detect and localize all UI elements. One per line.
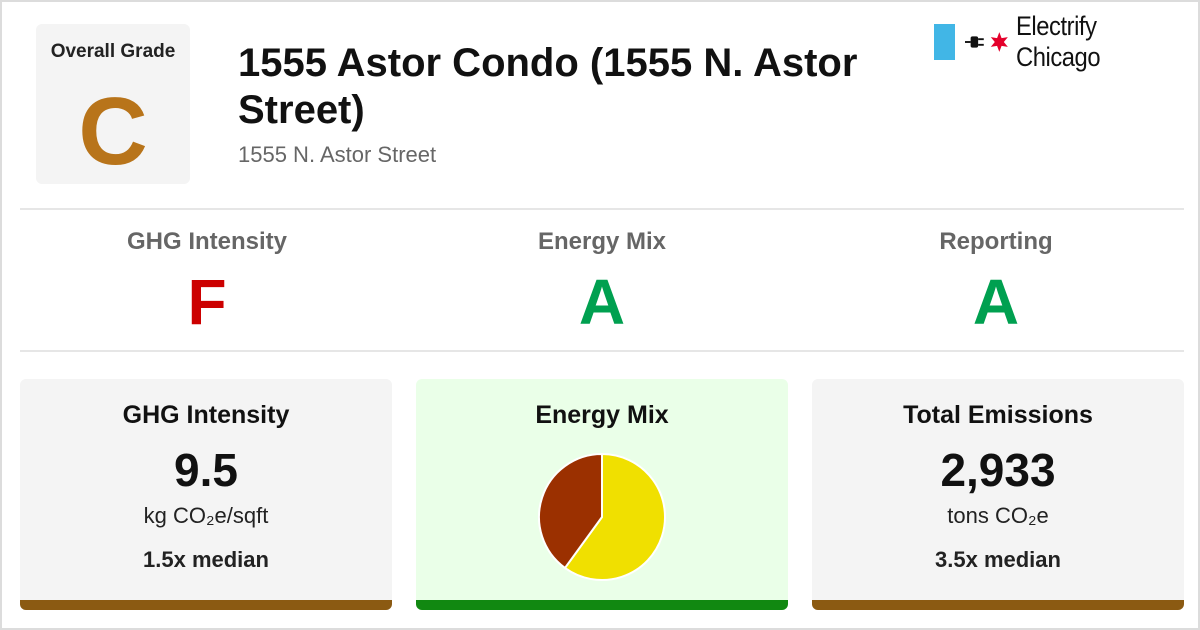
ghg-intensity-median: 1.5x median [143, 547, 269, 572]
energy-mix-card-title: Energy Mix [535, 401, 669, 429]
total-emissions-unit: tons CO₂e [947, 503, 1049, 528]
building-title: 1555 Astor Condo (1555 N. Astor Street) [238, 41, 858, 132]
electrify-chicago-logo: Electrify Chicago [934, 11, 1198, 72]
plug-icon [964, 36, 984, 48]
total-emissions-card-title: Total Emissions [903, 401, 1093, 429]
ghg-intensity-card-bar [20, 600, 392, 610]
pie-slice-0 [563, 452, 666, 581]
building-address: 1555 N. Astor Street [238, 142, 437, 167]
overall-grade-box: Overall Grade C [36, 24, 190, 184]
grade-ghg-intensity-letter: F [187, 266, 227, 338]
grade-energy-mix-letter: A [578, 266, 626, 338]
total-emissions-card-bar [812, 600, 1184, 610]
ghg-intensity-value: 9.5 [174, 444, 238, 496]
grade-ghg-intensity-label: GHG Intensity [126, 228, 288, 255]
energy-mix-card: Energy Mix [416, 379, 788, 610]
chicago-star-icon [991, 32, 1009, 52]
divider-middle [20, 350, 1184, 352]
ghg-intensity-card-title: GHG Intensity [122, 401, 290, 429]
grade-energy-mix-label: Energy Mix [537, 228, 667, 255]
logo-text: Electrify Chicago [1015, 11, 1101, 72]
energy-mix-card-bar [416, 600, 788, 610]
energy-mix-pie-chart [538, 452, 666, 581]
total-emissions-card: Total Emissions 2,933 tons CO₂e 3.5x med… [812, 379, 1184, 610]
divider-top [20, 208, 1184, 210]
grade-reporting-label: Reporting [939, 228, 1053, 255]
grade-energy-mix: Energy Mix A [422, 228, 782, 334]
grade-reporting-letter: A [972, 266, 1020, 338]
ghg-intensity-card: GHG Intensity 9.5 kg CO₂e/sqft 1.5x medi… [20, 379, 392, 610]
pie-slice-1 [538, 452, 603, 570]
total-emissions-value: 2,933 [940, 444, 1056, 496]
overall-grade-letter: C [78, 78, 148, 185]
total-emissions-median: 3.5x median [935, 547, 1061, 572]
chicago-flag-stripe-icon [934, 24, 955, 60]
overall-grade-label: Overall Grade [50, 41, 176, 62]
ghg-intensity-unit: kg CO₂e/sqft [143, 503, 269, 528]
grade-reporting: Reporting A [816, 228, 1176, 334]
grade-ghg-intensity: GHG Intensity F [27, 228, 387, 334]
